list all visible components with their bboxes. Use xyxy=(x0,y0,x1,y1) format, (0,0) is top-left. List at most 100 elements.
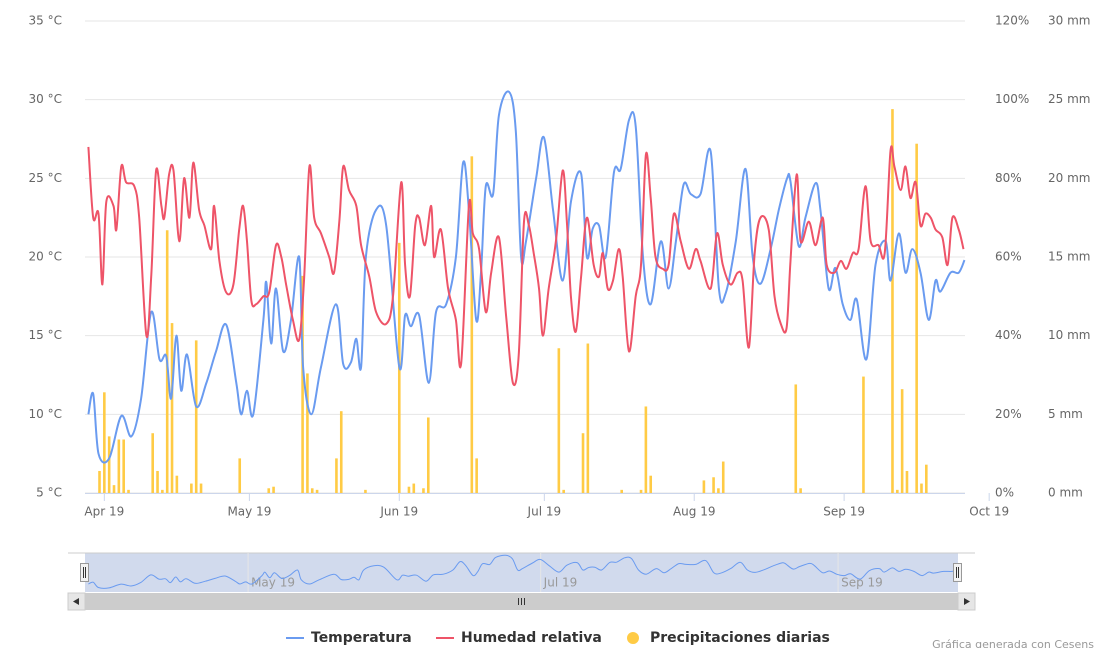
precipitation-bar xyxy=(562,489,565,493)
navigator-series xyxy=(88,554,958,589)
precipitation-bar xyxy=(891,109,894,494)
precipitation-bar xyxy=(122,439,125,493)
y2-tick-label: 40% xyxy=(995,328,1022,342)
precipitation-bar xyxy=(915,143,918,493)
precipitation-bar xyxy=(127,489,130,493)
y2-tick-label: 20% xyxy=(995,407,1022,421)
scrollbar-right-arrow xyxy=(964,598,970,605)
precipitation-bar xyxy=(620,489,624,493)
precipitation-bar xyxy=(896,489,899,493)
y2-tick-label: 100% xyxy=(995,92,1029,106)
precipitation-bar xyxy=(586,343,590,493)
y-tick-label: 20 °C xyxy=(29,250,62,264)
y2-tick-label: 0% xyxy=(995,486,1014,500)
precipitation-bar xyxy=(103,392,106,493)
precipitation-bar xyxy=(644,406,648,493)
x-tick-label: Aug 19 xyxy=(673,505,716,519)
x-tick-label: May 19 xyxy=(227,505,271,519)
precipitation-bar xyxy=(315,489,319,493)
y3-tick-label: 15 mm xyxy=(1048,250,1090,264)
y-tick-label: 5 °C xyxy=(36,486,62,500)
y-tick-label: 15 °C xyxy=(29,328,62,342)
series-line xyxy=(87,145,965,387)
credits[interactable]: Gráfica generada con Cesens xyxy=(932,638,1094,651)
y-tick-label: 30 °C xyxy=(29,92,62,106)
navigator-handle-left[interactable] xyxy=(80,563,89,582)
y2-tick-label: 80% xyxy=(995,171,1022,185)
legend-label[interactable]: Humedad relativa xyxy=(461,630,602,646)
precipitation-bar xyxy=(301,275,304,493)
navigator: May 19 Jul 19 Sep 19 xyxy=(88,553,958,592)
precipitation-bar xyxy=(117,439,121,493)
y3-tick-label: 0 mm xyxy=(1048,486,1083,500)
precipitation-bar xyxy=(310,488,314,493)
x-tick-label: Sep 19 xyxy=(823,505,865,519)
precipitation-bar xyxy=(112,485,116,493)
series-line xyxy=(87,90,966,464)
scrollbar-left-arrow xyxy=(73,598,79,605)
precipitation-bar xyxy=(199,483,203,493)
precipitation-bar xyxy=(920,483,923,493)
navigator-tick-label: Sep 19 xyxy=(841,576,883,590)
precipitation-bar xyxy=(190,483,193,493)
y-tick-label: 25 °C xyxy=(29,171,62,185)
y-tick-label: 35 °C xyxy=(29,14,62,28)
precipitation-bar xyxy=(161,489,164,493)
x-tick-label: Apr 19 xyxy=(84,505,124,519)
precipitation-bar xyxy=(238,458,242,493)
precipitation-bar xyxy=(412,483,416,493)
y3-tick-label: 20 mm xyxy=(1048,171,1090,185)
navigator-handles[interactable] xyxy=(80,563,962,582)
precipitation-bar xyxy=(862,376,865,493)
precipitation-bar xyxy=(581,433,585,493)
precipitation-bar xyxy=(475,458,478,493)
x-tick-label: Jul 19 xyxy=(527,505,562,519)
y3-tick-label: 5 mm xyxy=(1048,407,1083,421)
precipitation-bar xyxy=(194,340,198,493)
precipitation-bar xyxy=(335,458,338,493)
navigator-selection xyxy=(85,553,958,592)
precipitation-bar xyxy=(426,417,430,493)
y2-tick-label: 120% xyxy=(995,14,1029,28)
precipitation-bar xyxy=(925,464,928,493)
precipitation-bar xyxy=(267,488,271,493)
precipitation-bar xyxy=(272,486,275,493)
navigator-tick-label: Jul 19 xyxy=(543,576,578,590)
scrollbar-grip xyxy=(518,598,525,605)
legend-symbol xyxy=(627,632,639,644)
y3-tick-label: 10 mm xyxy=(1048,328,1090,342)
legend-label[interactable]: Temperatura xyxy=(311,630,412,646)
precipitation-bar xyxy=(794,384,798,493)
y3-tick-label: 30 mm xyxy=(1048,14,1090,28)
x-tick-label: Jun 19 xyxy=(379,505,418,519)
precipitation-bar xyxy=(175,475,179,493)
precipitation-bar xyxy=(639,489,643,493)
precipitation-bar xyxy=(712,477,715,493)
precipitation-bar xyxy=(717,488,720,493)
y-tick-label: 10 °C xyxy=(29,407,62,421)
navigator-handle-right[interactable] xyxy=(953,563,962,582)
precipitation-bar xyxy=(156,470,159,493)
precipitation-bar xyxy=(98,470,101,493)
precipitation-bar xyxy=(799,488,802,493)
legend-label[interactable]: Precipitaciones diarias xyxy=(650,630,830,646)
y3-tick-label: 25 mm xyxy=(1048,92,1090,106)
precipitation-bar xyxy=(170,323,174,493)
precipitation-bar xyxy=(905,470,909,493)
precipitation-bar xyxy=(306,373,309,493)
x-tick-label: Oct 19 xyxy=(969,505,1009,519)
precipitation-bar xyxy=(702,480,706,493)
precipitation-bar xyxy=(407,486,411,493)
precipitation-bar xyxy=(900,389,904,493)
precipitation-bar xyxy=(364,489,367,493)
precipitation-bar xyxy=(422,488,425,493)
precipitation-bar xyxy=(649,475,653,493)
navigator-tick-label: May 19 xyxy=(251,576,295,590)
precipitation-bar xyxy=(151,433,154,493)
precipitation-bar xyxy=(557,348,561,493)
precipitation-bar xyxy=(107,436,111,493)
precipitation-bar xyxy=(339,411,343,493)
y2-tick-label: 60% xyxy=(995,250,1022,264)
